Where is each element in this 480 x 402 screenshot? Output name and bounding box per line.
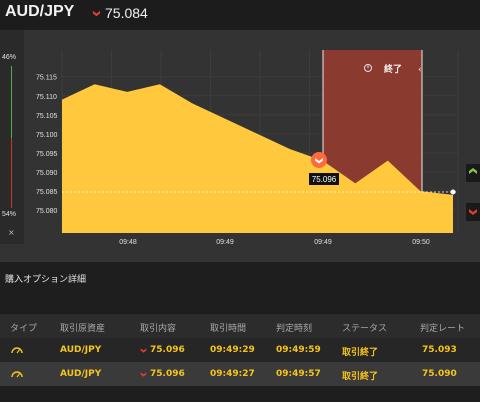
x-tick-label: 09:50 <box>412 239 430 246</box>
row-status: 取引終了 <box>342 348 379 358</box>
row-rate: 75.090 <box>422 369 457 379</box>
y-tick-label: 75.095 <box>36 151 58 158</box>
sentiment-panel <box>0 30 24 244</box>
up-arrow-icon <box>469 168 477 174</box>
scroll-right-icon: ‹ <box>418 65 422 75</box>
y-tick-label: 75.115 <box>36 75 57 82</box>
table-header: タイプ 取引原資産 取引内容 取引時間 判定時刻 ステータス 判定レート <box>0 314 480 338</box>
row-trade-time: 09:49:27 <box>210 369 255 379</box>
col-trade-time: 取引時間 <box>210 324 247 334</box>
x-axis-ticks: 09:48 09:49 09:49 09:50 <box>119 239 430 246</box>
row-content: 75.096 <box>150 345 185 355</box>
row-judge-time: 09:49:57 <box>276 369 321 379</box>
row-trade-time: 09:49:29 <box>210 345 255 355</box>
sentiment-up-percent: 46% <box>2 54 17 61</box>
entry-marker-price: 75.096 <box>312 175 337 184</box>
expiry-zone-label: 終了 <box>384 63 402 75</box>
current-price-dot <box>450 189 456 195</box>
row-status: 取引終了 <box>342 372 379 382</box>
sentiment-up-bar <box>11 66 12 138</box>
row-content: 75.096 <box>150 369 185 379</box>
down-arrow-icon <box>469 209 477 215</box>
y-tick-label: 75.080 <box>36 208 58 215</box>
gauge-icon <box>11 371 23 378</box>
price-area <box>62 84 453 233</box>
row-asset: AUD/JPY <box>60 369 102 379</box>
chart-header: AUD/JPY 75.084 <box>0 0 480 30</box>
y-tick-label: 75.105 <box>36 113 58 120</box>
sentiment-down-bar <box>11 138 12 208</box>
x-tick-label: 09:49 <box>216 239 234 246</box>
col-type: タイプ <box>10 324 38 334</box>
y-axis-ticks: 75.115 75.110 75.105 75.100 75.095 75.090 75.0… <box>36 75 58 215</box>
row-rate: 75.093 <box>422 345 457 355</box>
row-judge-time: 09:49:59 <box>276 345 321 355</box>
close-icon[interactable]: × <box>8 228 15 237</box>
down-arrow-icon <box>92 10 101 17</box>
col-judge-time: 判定時刻 <box>276 324 313 334</box>
row-asset: AUD/JPY <box>60 345 102 355</box>
asset-symbol: AUD/JPY <box>5 3 75 20</box>
col-asset: 取引原資産 <box>60 324 106 334</box>
y-tick-label: 75.090 <box>36 170 58 177</box>
entry-marker[interactable]: 75.096 <box>309 152 339 185</box>
y-tick-label: 75.100 <box>36 132 58 139</box>
clock-icon <box>364 64 372 72</box>
sentiment-down-percent: 54% <box>2 211 17 218</box>
down-arrow-icon <box>140 348 147 353</box>
gauge-icon <box>11 347 23 354</box>
col-rate: 判定レート <box>420 324 466 334</box>
table-row[interactable]: AUD/JPY 75.096 09:49:29 09:49:59 取引終了 75… <box>0 338 480 362</box>
col-content: 取引内容 <box>140 324 177 334</box>
col-status: ステータス <box>342 324 388 334</box>
x-tick-label: 09:49 <box>314 239 332 246</box>
current-price: 75.084 <box>105 5 148 21</box>
price-chart: 75.115 75.110 75.105 75.100 75.095 75.090 75.0… <box>36 50 459 246</box>
y-tick-label: 75.110 <box>36 94 57 101</box>
x-tick-label: 09:48 <box>119 239 137 246</box>
y-tick-label: 75.085 <box>36 189 58 196</box>
section-title: 購入オプション詳細 <box>5 275 87 285</box>
low-side-button[interactable] <box>466 203 480 221</box>
down-arrow-icon <box>140 372 147 377</box>
table-row[interactable]: AUD/JPY 75.096 09:49:27 09:49:57 取引終了 75… <box>0 362 480 386</box>
high-side-button[interactable] <box>466 164 480 182</box>
